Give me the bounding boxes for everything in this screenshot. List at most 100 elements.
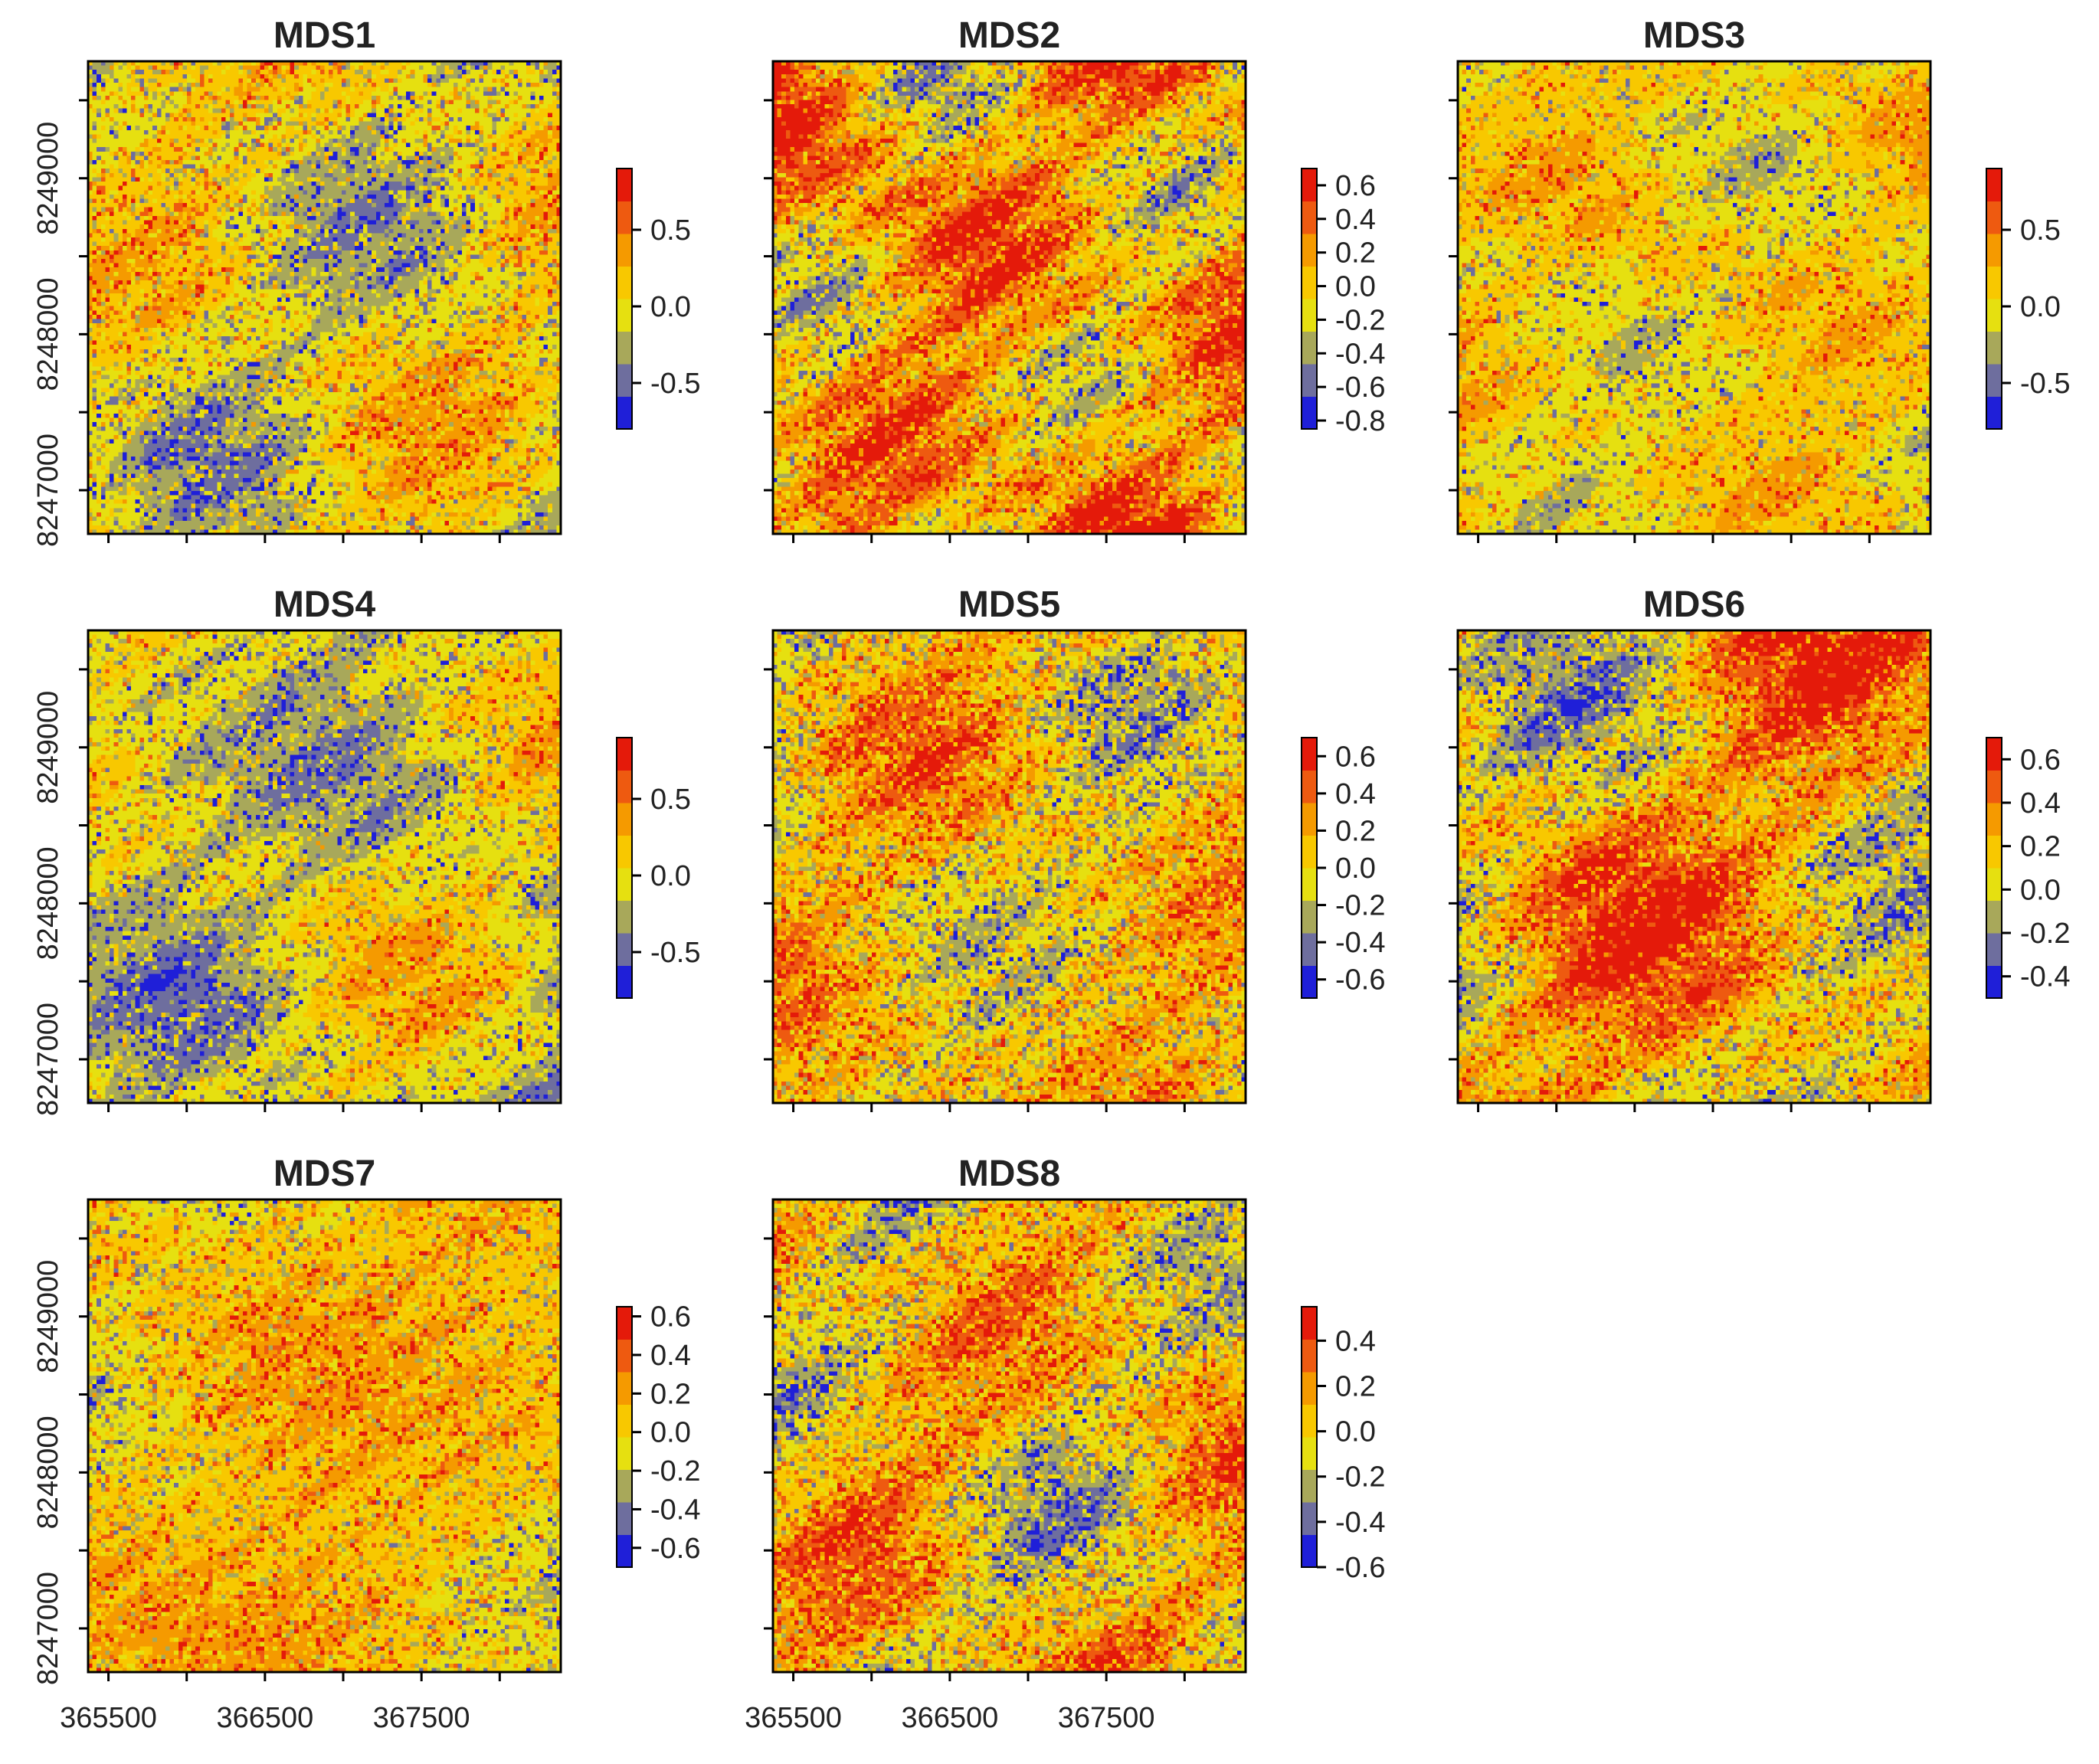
y-tick-label: 8249000 bbox=[32, 691, 64, 804]
legend-swatch bbox=[1302, 1307, 1317, 1340]
legend-tick-label: -0.6 bbox=[1335, 371, 1385, 404]
panel-mds5: MDS5-0.6-0.4-0.20.00.20.40.6 bbox=[764, 584, 1385, 1112]
legend-swatch bbox=[1986, 169, 2002, 201]
legend-swatch bbox=[1302, 1502, 1317, 1535]
legend-tick-label: 0.2 bbox=[650, 1378, 691, 1410]
legend-swatch bbox=[1302, 1405, 1317, 1438]
legend-swatch bbox=[1302, 201, 1317, 234]
legend-swatch bbox=[1986, 901, 2002, 934]
x-tick-label: 367500 bbox=[373, 1702, 470, 1734]
legend-swatch bbox=[1302, 299, 1317, 332]
legend-mds4: -0.50.00.5 bbox=[617, 738, 700, 999]
legend-tick-label: 0.5 bbox=[650, 214, 691, 247]
legend-swatch bbox=[1302, 1535, 1317, 1568]
legend-tick-label: 0.6 bbox=[2020, 744, 2061, 776]
legend-swatch bbox=[1302, 1372, 1317, 1405]
legend-swatch bbox=[1302, 1470, 1317, 1503]
legend-mds8: -0.6-0.4-0.20.00.20.4 bbox=[1302, 1307, 1385, 1584]
legend-tick-label: 0.6 bbox=[1335, 741, 1376, 773]
y-tick-label: 8247000 bbox=[32, 434, 64, 547]
legend-swatch bbox=[617, 1340, 632, 1373]
legend-tick-label: -0.6 bbox=[1335, 964, 1385, 997]
legend-tick-label: 0.0 bbox=[1335, 271, 1376, 303]
legend-swatch bbox=[617, 771, 632, 803]
legend-tick-label: -0.2 bbox=[1335, 890, 1385, 922]
legend-swatch bbox=[1986, 836, 2002, 869]
legend-swatch bbox=[1986, 364, 2002, 397]
legend-swatch bbox=[1986, 201, 2002, 234]
legend-tick-label: 0.4 bbox=[1335, 204, 1376, 236]
y-tick-label: 8249000 bbox=[32, 122, 64, 235]
legend-tick-label: -0.5 bbox=[650, 368, 700, 400]
legend-swatch bbox=[617, 1437, 632, 1470]
raster-mds1 bbox=[88, 61, 562, 535]
legend-swatch bbox=[1302, 397, 1317, 430]
legend-swatch bbox=[1302, 738, 1317, 771]
legend-swatch bbox=[617, 738, 632, 771]
legend-tick-label: 0.4 bbox=[2020, 787, 2061, 820]
legend-tick-label: 0.4 bbox=[1335, 778, 1376, 810]
raster-mds6 bbox=[1458, 630, 1931, 1104]
panel-title-mds8: MDS8 bbox=[958, 1154, 1060, 1194]
legend-tick-label: 0.6 bbox=[1335, 170, 1376, 202]
legend-tick-label: -0.6 bbox=[1335, 1552, 1385, 1584]
panel-title-mds5: MDS5 bbox=[958, 584, 1060, 625]
raster-mds3 bbox=[1458, 61, 1931, 535]
legend-tick-label: 0.4 bbox=[650, 1340, 691, 1372]
legend-tick-label: 0.2 bbox=[2020, 831, 2061, 863]
legend-swatch bbox=[617, 1502, 632, 1535]
legend-tick-label: -0.2 bbox=[2020, 918, 2070, 950]
legend-swatch bbox=[617, 234, 632, 267]
legend-swatch bbox=[1302, 933, 1317, 966]
legend-swatch bbox=[1302, 332, 1317, 365]
legend-swatch bbox=[1302, 868, 1317, 901]
legend-swatch bbox=[1302, 364, 1317, 397]
legend-swatch bbox=[1302, 803, 1317, 836]
raster-mds2 bbox=[773, 61, 1246, 535]
panel-mds3: MDS3-0.50.00.5 bbox=[1449, 15, 2070, 543]
legend-tick-label: -0.2 bbox=[1335, 304, 1385, 336]
legend-swatch bbox=[617, 1470, 632, 1503]
legend-swatch bbox=[1302, 901, 1317, 934]
panel-title-mds6: MDS6 bbox=[1643, 584, 1745, 625]
panel-title-mds3: MDS3 bbox=[1643, 15, 1745, 56]
legend-swatch bbox=[1986, 771, 2002, 803]
legend-swatch bbox=[617, 1372, 632, 1405]
y-tick-label: 8249000 bbox=[32, 1260, 64, 1373]
legend-swatch bbox=[617, 332, 632, 365]
legend-tick-label: 0.2 bbox=[1335, 815, 1376, 847]
x-tick-label: 367500 bbox=[1058, 1702, 1155, 1734]
legend-swatch bbox=[617, 966, 632, 999]
legend-swatch bbox=[1986, 332, 2002, 365]
y-tick-label: 8248000 bbox=[32, 277, 64, 391]
legend-swatch bbox=[617, 1535, 632, 1568]
legend-swatch bbox=[617, 1405, 632, 1438]
legend-tick-label: -0.4 bbox=[1335, 338, 1385, 370]
legend-swatch bbox=[1302, 234, 1317, 267]
panel-title-mds1: MDS1 bbox=[273, 15, 375, 56]
raster-mds8 bbox=[773, 1199, 1246, 1673]
legend-swatch bbox=[1986, 933, 2002, 966]
legend-swatch bbox=[617, 169, 632, 201]
legend-swatch bbox=[617, 836, 632, 869]
legend-swatch bbox=[617, 364, 632, 397]
legend-swatch bbox=[1986, 267, 2002, 299]
legend-swatch bbox=[1986, 397, 2002, 430]
x-tick-label: 366500 bbox=[901, 1702, 998, 1734]
legend-tick-label: -0.8 bbox=[1335, 405, 1385, 437]
legend-swatch bbox=[1302, 836, 1317, 869]
legend-swatch bbox=[1302, 1437, 1317, 1470]
legend-mds6: -0.4-0.20.00.20.40.6 bbox=[1986, 738, 2070, 999]
legend-tick-label: -0.4 bbox=[2020, 961, 2070, 993]
legend-tick-label: 0.5 bbox=[2020, 214, 2061, 247]
panel-mds2: MDS2-0.8-0.6-0.4-0.20.00.20.40.6 bbox=[764, 15, 1385, 543]
legend-tick-label: 0.0 bbox=[1335, 853, 1376, 885]
y-tick-label: 8247000 bbox=[32, 1003, 64, 1116]
legend-tick-label: -0.2 bbox=[1335, 1461, 1385, 1494]
legend-swatch bbox=[1986, 299, 2002, 332]
legend-swatch bbox=[1986, 234, 2002, 267]
legend-tick-label: 0.2 bbox=[1335, 237, 1376, 270]
